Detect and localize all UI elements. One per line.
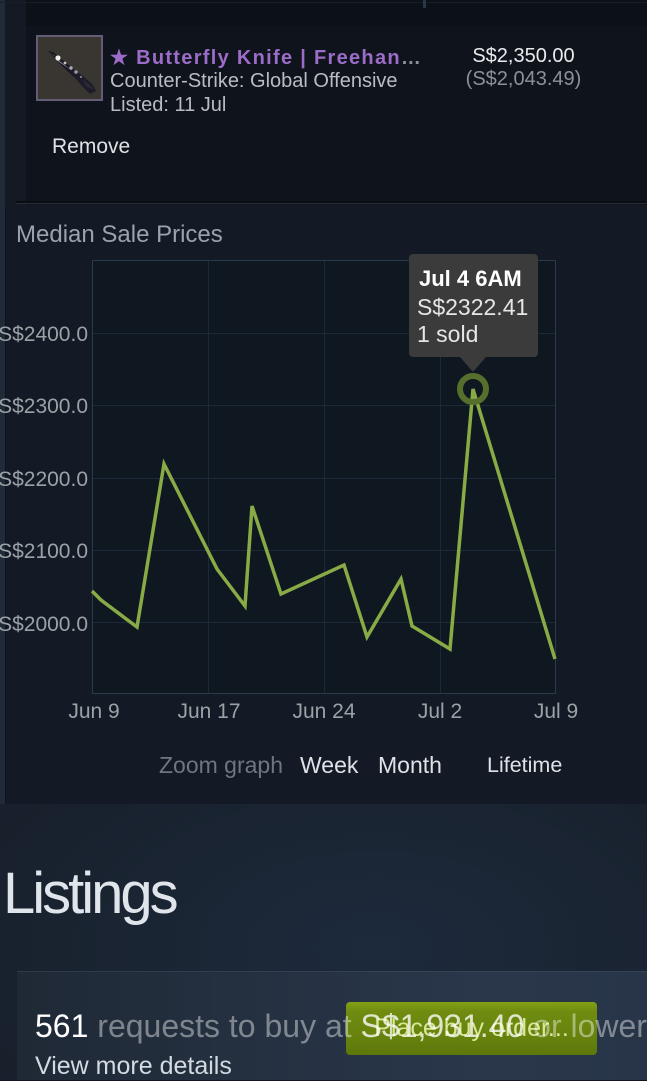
svg-text:Jun 17: Jun 17 [177,700,240,723]
svg-text:S$2000.0: S$2000.0 [0,613,88,636]
svg-text:S$2200.0: S$2200.0 [0,468,88,491]
svg-text:Jul 2: Jul 2 [418,700,462,723]
svg-text:S$2300.0: S$2300.0 [0,395,88,418]
svg-text:Jul 9: Jul 9 [534,700,578,723]
svg-text:1 sold: 1 sold [417,321,478,347]
svg-text:S$2322.41: S$2322.41 [417,294,528,320]
svg-text:S$2400.0: S$2400.0 [0,323,88,346]
svg-text:Jun 24: Jun 24 [292,700,355,723]
svg-text:Jul 4 6AM: Jul 4 6AM [419,266,522,291]
svg-text:S$2100.0: S$2100.0 [0,540,88,563]
svg-text:Jun 9: Jun 9 [68,700,119,723]
